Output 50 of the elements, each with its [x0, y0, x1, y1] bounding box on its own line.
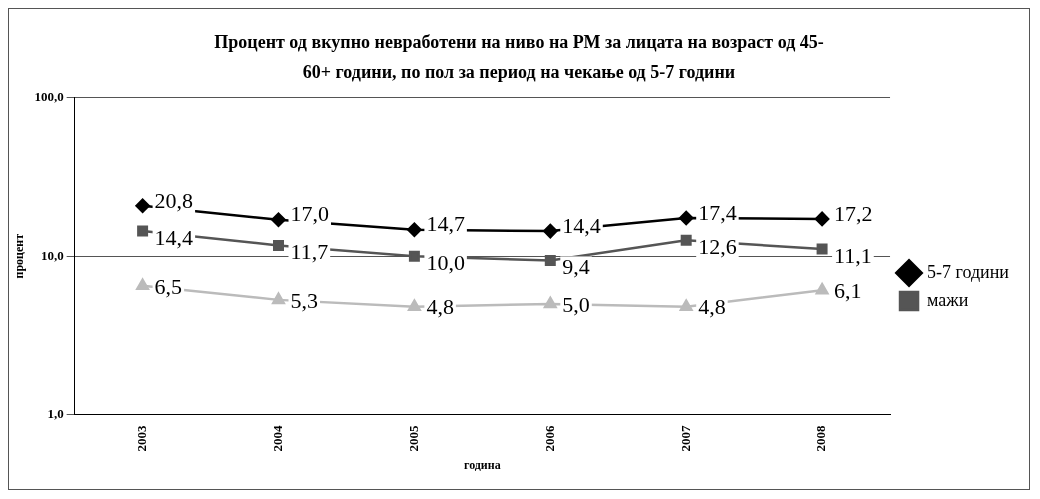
x-tick-label: 2006: [541, 425, 557, 452]
data-label: 14,4: [562, 212, 601, 238]
data-label: 4,8: [698, 294, 726, 320]
point: [273, 239, 284, 251]
point: [814, 211, 830, 227]
point: [815, 282, 829, 295]
data-label: 14,7: [426, 211, 465, 237]
point: [136, 278, 150, 291]
data-label: 5,0: [562, 291, 590, 317]
y-axis-title: процент: [12, 233, 27, 279]
data-label: 17,4: [698, 199, 737, 225]
x-tick-label: 2003: [133, 425, 149, 452]
data-label: 11,7: [290, 239, 329, 265]
x-tick-label: 2005: [405, 425, 421, 452]
point: [135, 198, 150, 214]
data-label: 10,0: [426, 249, 465, 275]
point: [680, 234, 692, 246]
chart-title: Процент од вкупно невработени на ниво на РМ за лицата на возраст од 45-60+ години, по пол за период на чекање од 5-7 години: [213, 31, 825, 84]
legend-label: 5-7 години: [927, 261, 1010, 282]
point: [407, 222, 422, 237]
y-tick-label: 100,0: [34, 89, 64, 105]
data-label: 9,4: [562, 254, 590, 280]
point: [543, 223, 558, 239]
point: [272, 292, 285, 305]
point: [678, 210, 694, 226]
point: [407, 299, 421, 311]
point: [137, 225, 149, 237]
x-axis-title: година: [463, 457, 501, 472]
x-tick-label: 2004: [269, 425, 285, 452]
point: [543, 296, 557, 309]
x-tick-label: 2008: [813, 425, 829, 452]
legend-label: мажи: [927, 289, 969, 310]
point: [544, 254, 556, 266]
data-label: 17,0: [290, 201, 329, 227]
data-label: 12,6: [698, 234, 737, 260]
point: [271, 212, 286, 227]
x-tick-label: 2007: [677, 425, 693, 452]
data-label: 17,2: [834, 200, 873, 226]
data-label: 6,1: [834, 277, 862, 303]
data-label: 4,8: [426, 294, 454, 320]
y-tick-label: 10,0: [40, 247, 64, 263]
data-label: 11,1: [834, 242, 872, 268]
point: [408, 250, 420, 262]
data-label: 6,5: [154, 273, 183, 299]
point: [679, 299, 693, 311]
data-label: 20,8: [154, 187, 194, 213]
data-label: 14,4: [154, 224, 194, 250]
y-tick-label: 1,0: [47, 405, 64, 421]
point: [816, 243, 828, 255]
data-label: 5,3: [290, 287, 318, 313]
